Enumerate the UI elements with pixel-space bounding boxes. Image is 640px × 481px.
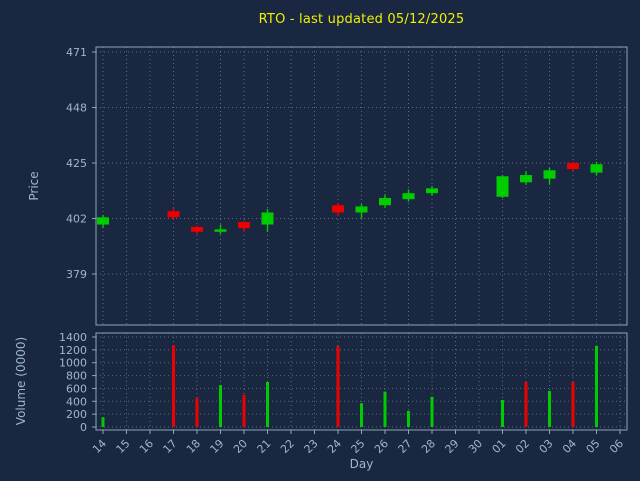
x-tick-label: 30 bbox=[466, 437, 485, 456]
volume-bar bbox=[571, 382, 575, 427]
volume-tick-label: 1200 bbox=[59, 344, 87, 357]
price-panel-border bbox=[95, 46, 628, 326]
volume-bar bbox=[595, 346, 598, 427]
volume-bar bbox=[360, 403, 363, 427]
price-tick-label: 471 bbox=[66, 46, 87, 59]
volume-bar bbox=[407, 410, 410, 427]
volume-bar bbox=[172, 345, 175, 427]
x-tick-label: 26 bbox=[372, 437, 391, 456]
price-tick-label: 448 bbox=[66, 102, 87, 115]
candle-body bbox=[426, 188, 438, 194]
candle-body bbox=[214, 229, 227, 232]
x-tick-label: 20 bbox=[231, 437, 250, 456]
x-tick-label: 18 bbox=[184, 437, 203, 456]
price-tick-label: 379 bbox=[66, 268, 87, 281]
volume-bar bbox=[101, 417, 105, 427]
candle-body bbox=[496, 176, 509, 197]
x-axis-label: Day bbox=[349, 457, 374, 471]
x-tick-label: 16 bbox=[137, 437, 156, 456]
candle-body bbox=[520, 175, 532, 183]
chart-title: RTO - last updated 05/12/2025 bbox=[258, 12, 465, 27]
volume-bar bbox=[548, 391, 551, 427]
x-tick-label: 01 bbox=[490, 437, 509, 456]
candle-body bbox=[191, 226, 203, 232]
x-tick-label: 04 bbox=[560, 437, 579, 456]
volume-bar bbox=[501, 400, 504, 427]
volume-tick-label: 400 bbox=[66, 395, 87, 408]
candle-body bbox=[590, 164, 603, 173]
x-tick-label: 22 bbox=[278, 437, 297, 456]
x-tick-label: 28 bbox=[419, 437, 438, 456]
candle-body bbox=[567, 163, 579, 170]
volume-bar bbox=[219, 385, 222, 427]
price-tick-label: 402 bbox=[66, 213, 87, 226]
x-tick-label: 06 bbox=[607, 437, 626, 456]
x-tick-label: 03 bbox=[537, 437, 556, 456]
x-tick-label: 27 bbox=[396, 437, 415, 456]
candle-body bbox=[355, 206, 368, 213]
x-tick-label: 02 bbox=[513, 437, 532, 456]
volume-tick-label: 200 bbox=[66, 408, 87, 421]
volume-bar bbox=[383, 391, 387, 427]
volume-tick-label: 1400 bbox=[59, 331, 87, 344]
volume-bar bbox=[524, 382, 528, 427]
candle-body bbox=[332, 205, 344, 213]
x-tick-label: 25 bbox=[349, 437, 368, 456]
price-tick-label: 425 bbox=[66, 157, 87, 170]
candle-body bbox=[379, 197, 391, 206]
candle-body bbox=[238, 222, 250, 229]
candle-body bbox=[97, 217, 109, 225]
x-tick-label: 15 bbox=[114, 437, 133, 456]
x-tick-label: 17 bbox=[161, 437, 180, 456]
volume-bar bbox=[430, 396, 434, 427]
candle-body bbox=[402, 193, 415, 200]
volume-tick-label: 1000 bbox=[59, 357, 87, 370]
volume-bar bbox=[266, 382, 269, 427]
volume-bar bbox=[336, 346, 340, 427]
x-tick-label: 24 bbox=[325, 437, 344, 456]
volume-bar bbox=[195, 398, 199, 427]
x-tick-label: 29 bbox=[443, 437, 462, 456]
volume-tick-label: 0 bbox=[80, 421, 87, 434]
volume-bar bbox=[242, 394, 246, 427]
volume-tick-label: 600 bbox=[66, 382, 87, 395]
x-tick-label: 14 bbox=[90, 437, 109, 456]
x-tick-label: 21 bbox=[255, 437, 274, 456]
candle-body bbox=[167, 211, 180, 218]
volume-tick-label: 800 bbox=[66, 370, 87, 383]
x-tick-label: 19 bbox=[208, 437, 227, 456]
x-tick-label: 05 bbox=[584, 437, 603, 456]
x-tick-label: 23 bbox=[302, 437, 321, 456]
candle-body bbox=[261, 212, 274, 225]
candle-body bbox=[543, 170, 556, 179]
